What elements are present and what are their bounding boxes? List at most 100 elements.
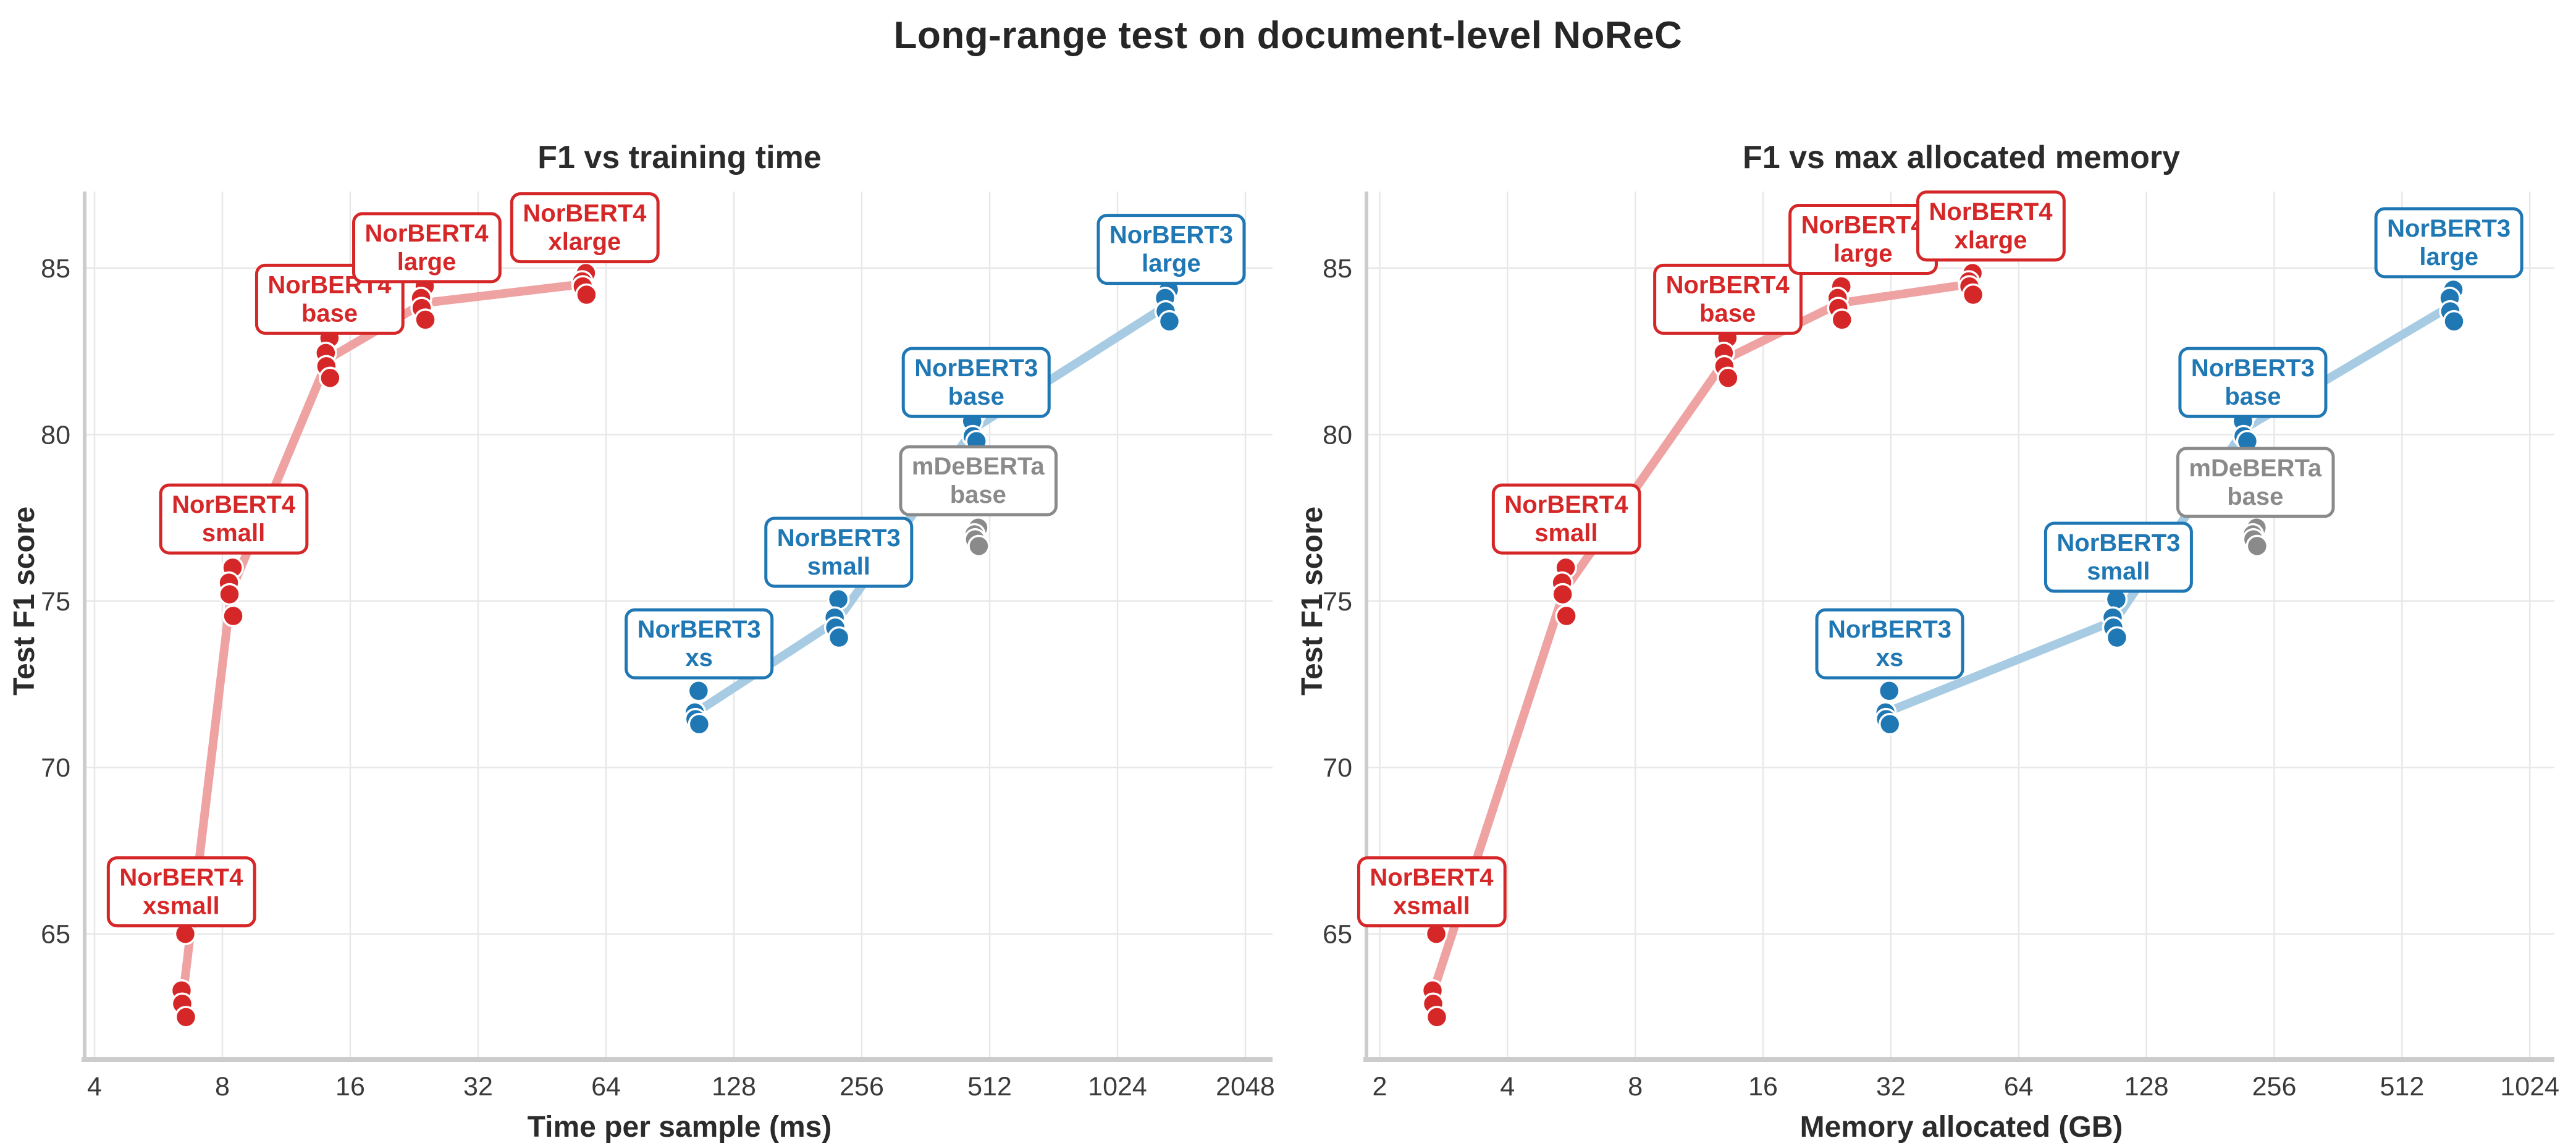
data-point — [1961, 283, 1985, 306]
x-tick-label: 2 — [1373, 1072, 1387, 1102]
cluster-label: NorBERT4 xsmall — [1357, 856, 1507, 928]
cluster-label: NorBERT3 xs — [625, 608, 774, 680]
x-tick-label: 256 — [840, 1072, 884, 1102]
y-tick-label: 80 — [41, 420, 70, 450]
points-norbert4 — [1421, 261, 1985, 1029]
cluster-label-box — [625, 608, 774, 680]
cluster-label-box — [159, 483, 309, 555]
cluster-label-box — [2044, 521, 2193, 593]
y-axis-label: Test F1 score — [8, 507, 41, 696]
cluster-label-text: NorBERT4 xsmall — [1370, 864, 1494, 920]
cluster-label: NorBERT4 small — [1491, 483, 1641, 555]
chart-title: F1 vs max allocated memory — [1743, 140, 2180, 175]
data-point — [687, 680, 710, 702]
cluster-label: NorBERT4 xlarge — [510, 192, 660, 264]
cluster-label-text: NorBERT4 large — [1801, 211, 1926, 267]
x-tick-label: 8 — [1628, 1072, 1643, 1102]
y-tick-label: 75 — [41, 587, 70, 617]
cluster-label-box — [1815, 608, 1964, 680]
cluster-label-box — [901, 347, 1051, 418]
data-point — [575, 283, 598, 306]
data-point — [1425, 1006, 1449, 1029]
cluster-label-text: NorBERT3 xs — [1828, 616, 1951, 672]
cluster-label: NorBERT3 large — [1096, 214, 1246, 285]
x-tick-label: 1024 — [1088, 1072, 1147, 1102]
data-point — [222, 604, 245, 628]
points-norbert3 — [683, 278, 1181, 736]
y-tick-label: 80 — [1323, 420, 1352, 450]
cluster-label-box — [2178, 347, 2328, 418]
data-point — [174, 1006, 198, 1029]
tick-labels: 4 8 16 32 64 128 256 512 1024 2048 65 70 75 80 85 — [41, 254, 1275, 1102]
cluster-label: NorBERT4 base — [1653, 263, 1803, 335]
cluster-label-box — [352, 212, 502, 284]
data-point — [414, 308, 437, 331]
data-point — [2246, 534, 2269, 558]
tick-labels: 2 4 8 16 32 64 128 256 512 1024 65 70 75 80 85 — [1323, 254, 2559, 1102]
cluster-label-box — [899, 445, 1058, 516]
x-axis-label: Memory allocated (GB) — [1800, 1111, 2123, 1144]
cluster-label: NorBERT4 small — [159, 483, 309, 555]
cluster-label-text: NorBERT3 small — [777, 525, 901, 580]
cluster-label-text: mDeBERTa base — [912, 453, 1045, 508]
x-tick-label: 32 — [1876, 1072, 1906, 1102]
cluster-label-text: NorBERT3 small — [2056, 529, 2180, 585]
x-tick-label: 64 — [2004, 1072, 2034, 1102]
cluster-label-text: NorBERT4 xlarge — [523, 200, 647, 256]
data-point — [827, 626, 851, 649]
data-point — [827, 588, 850, 611]
points-mdeberta — [963, 516, 990, 558]
chart-title: F1 vs training time — [537, 140, 821, 175]
cluster-label-box — [510, 192, 660, 264]
data-point — [1551, 583, 1574, 606]
cluster-label-text: NorBERT4 small — [172, 491, 296, 547]
cluster-label: NorBERT3 base — [2178, 347, 2328, 418]
cluster-label: NorBERT4 large — [352, 212, 502, 284]
cluster-label-text: NorBERT4 xlarge — [1929, 198, 2053, 254]
x-axis-label: Time per sample (ms) — [528, 1111, 832, 1144]
cluster-label-box — [1491, 483, 1641, 555]
cluster-label-box — [1653, 263, 1803, 335]
cluster-label: NorBERT4 large — [1788, 203, 1938, 275]
cluster-label-box — [764, 516, 914, 588]
x-tick-label: 8 — [215, 1072, 230, 1102]
cluster-label: NorBERT3 large — [2374, 207, 2523, 279]
y-axis-label: Test F1 score — [1296, 507, 1329, 696]
cluster-label: NorBERT4 xsmall — [106, 856, 256, 928]
data-point — [319, 366, 342, 390]
y-tick-label: 65 — [41, 920, 70, 950]
y-tick-label: 70 — [1323, 753, 1352, 783]
cluster-label-text: NorBERT3 base — [914, 355, 1038, 410]
data-point — [967, 534, 990, 558]
data-point — [1877, 680, 1901, 702]
x-tick-label: 512 — [2380, 1072, 2424, 1102]
x-tick-label: 256 — [2252, 1072, 2297, 1102]
y-tick-label: 85 — [41, 254, 70, 284]
x-tick-label: 4 — [1500, 1072, 1515, 1102]
y-tick-label: 85 — [1323, 254, 1352, 284]
cluster-label-box — [1357, 856, 1507, 928]
x-tick-label: 64 — [591, 1072, 621, 1102]
cluster-label: NorBERT3 small — [764, 516, 914, 588]
data-point — [1717, 366, 1740, 390]
points-norbert4 — [170, 261, 598, 1029]
y-tick-label: 70 — [41, 753, 70, 783]
data-point — [688, 712, 711, 736]
x-tick-label: 16 — [1748, 1072, 1778, 1102]
x-tick-label: 16 — [335, 1072, 365, 1102]
x-tick-label: 128 — [2124, 1072, 2169, 1102]
cluster-label-text: NorBERT3 large — [1109, 222, 1233, 277]
cluster-label-text: NorBERT3 xs — [638, 616, 761, 672]
cluster-label-text: NorBERT4 small — [1504, 491, 1628, 547]
trend-line-norbert3 — [1884, 300, 2457, 716]
cluster-label: NorBERT3 xs — [1815, 608, 1964, 680]
cluster-label-box — [106, 856, 256, 928]
points-mdeberta — [2241, 516, 2269, 558]
cluster-label: NorBERT3 base — [901, 347, 1051, 418]
chart-f1-vs-max-memory: 2 4 8 16 32 64 128 256 512 1024 65 70 75 80 85 Memory a… — [1296, 140, 2559, 1144]
cluster-label: mDeBERTa base — [899, 445, 1058, 516]
x-tick-label: 2048 — [1216, 1072, 1275, 1102]
cluster-label-text: NorBERT3 base — [2191, 355, 2315, 410]
cluster-label: mDeBERTa base — [2176, 447, 2335, 518]
